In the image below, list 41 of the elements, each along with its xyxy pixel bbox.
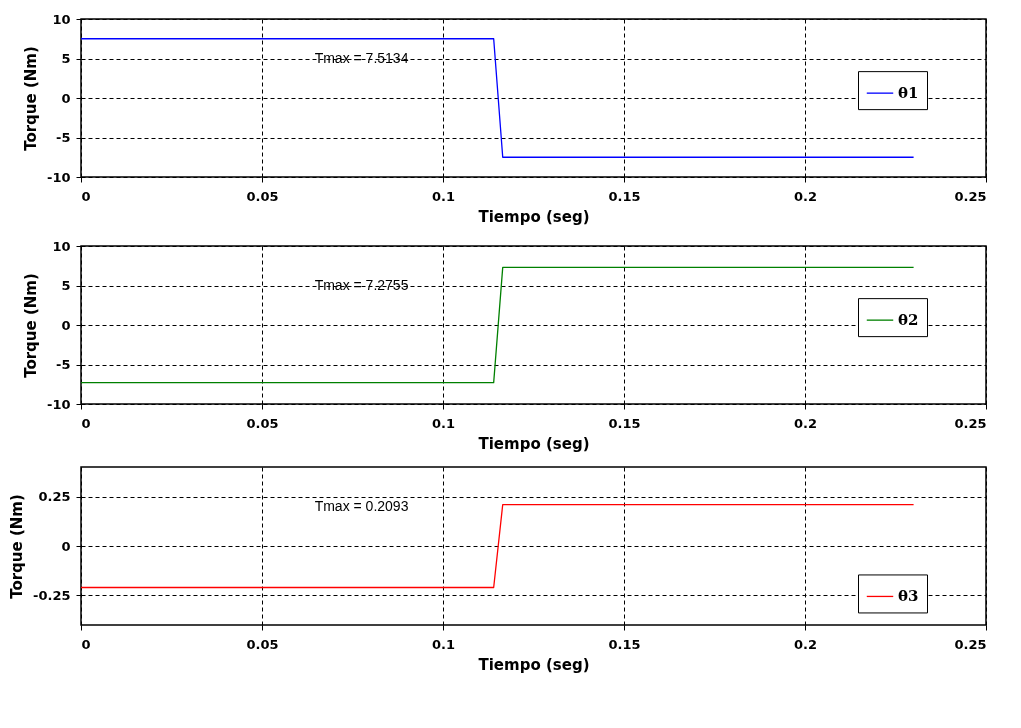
x-axis-title: Tiempo (seg) xyxy=(478,655,590,674)
x-tick-label: 0.05 xyxy=(246,415,279,431)
x-tick-label: 0.25 xyxy=(954,188,987,204)
x-tick-label: 0.15 xyxy=(608,636,641,652)
legend-label: θ3 xyxy=(898,587,919,606)
x-tick-label: 0.05 xyxy=(246,188,279,204)
x-tick-label: 0 xyxy=(81,415,91,431)
y-axis-title: Torque (Nm) xyxy=(22,46,41,151)
x-tick-label: 0.2 xyxy=(793,636,818,652)
y-tick-label: 0.25 xyxy=(38,489,71,505)
x-tick-label: 0.25 xyxy=(954,636,987,652)
y-tick-label: -10 xyxy=(47,396,71,412)
y-tick-label: -5 xyxy=(56,130,71,145)
y-axis-title: Torque (Nm) xyxy=(8,494,27,599)
x-tick-label: 0 xyxy=(81,188,91,204)
y-tick-label: 5 xyxy=(61,51,71,66)
x-tick-label: 0.1 xyxy=(431,188,456,204)
y-tick-label: 0 xyxy=(61,538,71,554)
x-tick-label: 0.1 xyxy=(431,636,456,652)
y-axis-title: Torque (Nm) xyxy=(22,273,41,378)
y-tick-label: -10 xyxy=(47,169,71,185)
x-tick-label: 0.15 xyxy=(608,188,641,204)
x-axis-title: Tiempo (seg) xyxy=(478,434,590,453)
x-tick-label: 0.05 xyxy=(246,636,279,652)
x-tick-label: 0 xyxy=(81,636,91,652)
y-tick-label: 10 xyxy=(52,238,71,254)
y-tick-label: 0 xyxy=(61,317,71,333)
x-tick-label: 0.15 xyxy=(608,415,641,431)
y-tick-label: -5 xyxy=(56,357,71,372)
y-tick-label: 5 xyxy=(61,278,71,293)
annotation: Tmax = 0.2093 xyxy=(314,497,409,514)
x-tick-label: 0.1 xyxy=(431,415,456,431)
x-tick-label: 0.2 xyxy=(793,188,818,204)
legend-label: θ1 xyxy=(898,84,919,103)
legend-label: θ2 xyxy=(898,311,919,330)
y-tick-label: -0.25 xyxy=(33,587,71,603)
x-tick-label: 0.2 xyxy=(793,415,818,431)
y-tick-label: 0 xyxy=(61,90,71,106)
y-tick-label: 10 xyxy=(52,11,71,27)
x-axis-title: Tiempo (seg) xyxy=(478,207,590,226)
x-tick-label: 0.25 xyxy=(954,415,987,431)
